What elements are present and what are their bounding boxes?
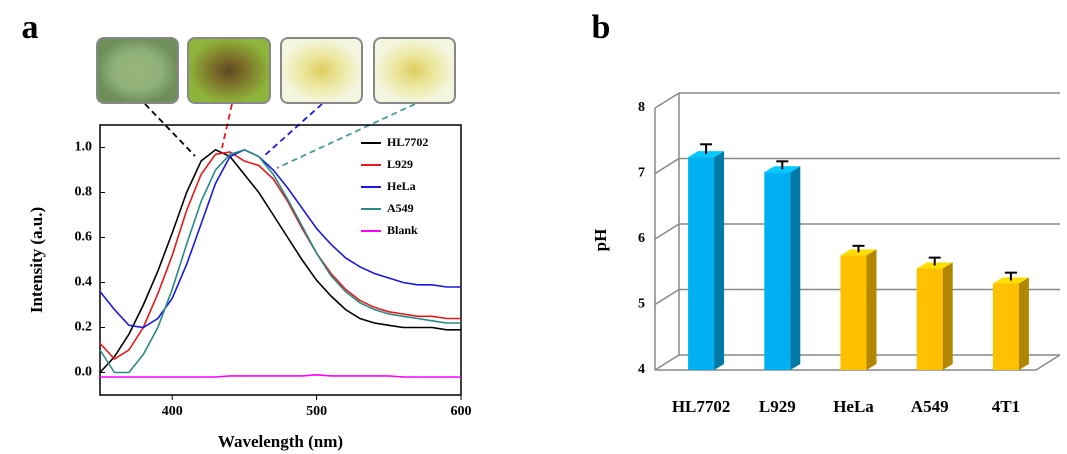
series-line: [100, 373, 461, 378]
y-tick-label: 0.0: [75, 365, 93, 380]
y-tick-label: 6: [638, 231, 645, 246]
series-line: [99, 148, 461, 374]
legend-label: HeLa: [387, 179, 416, 193]
bar-side: [1018, 277, 1029, 370]
y-axis-label: pH: [591, 229, 610, 252]
grid-line: [654, 354, 680, 371]
legend-label: Blank: [387, 223, 418, 237]
arrows: [144, 103, 416, 169]
legend-label: HL7702: [387, 135, 428, 149]
cell-image: [280, 37, 363, 104]
y-tick-label: 4: [638, 362, 645, 377]
cell-image: [373, 37, 456, 104]
legend-label: A549: [387, 201, 414, 215]
series-line: [99, 148, 461, 374]
grid-line: [654, 223, 680, 240]
x-tick-label: HeLa: [833, 397, 874, 416]
x-axis-label: Wavelength (nm): [218, 432, 343, 451]
x-tick-label: A549: [911, 397, 949, 416]
bar-front: [916, 268, 943, 370]
bar-front: [840, 255, 867, 370]
arrow: [221, 103, 233, 149]
cell-image: [187, 37, 271, 104]
x-tick-label: L929: [759, 397, 796, 416]
arrow: [263, 103, 323, 157]
bar-side: [790, 166, 801, 370]
grid-line: [654, 92, 680, 109]
bar-front: [688, 157, 715, 370]
y-tick-label: 0.8: [75, 185, 93, 200]
cell-image: [96, 37, 179, 104]
y-tick-label: 7: [638, 166, 645, 181]
grid-line: [654, 288, 680, 306]
legend-label: L929: [387, 157, 413, 171]
y-axis-label: Intensity (a.u.): [27, 207, 46, 313]
bar-front: [992, 283, 1019, 370]
bar-side: [866, 249, 877, 370]
panel-label: a: [22, 9, 39, 46]
arrow: [276, 103, 416, 169]
series-line: [99, 151, 461, 361]
plot-frame: [99, 124, 462, 396]
bar-front: [764, 172, 791, 370]
panel-label: b: [592, 9, 611, 46]
cell-images: [96, 37, 456, 104]
y-tick-label: 5: [638, 297, 645, 312]
x-tick-label: 400: [162, 404, 183, 419]
series-line: [99, 148, 461, 329]
bar-side: [714, 151, 725, 370]
x-tick-label: 500: [306, 404, 327, 419]
y-tick-label: 1.0: [75, 140, 93, 155]
y-tick-label: 8: [638, 100, 645, 115]
y-tick-label: 0.6: [75, 230, 93, 245]
arrow: [144, 103, 196, 157]
y-tick-label: 0.4: [75, 275, 93, 290]
y-tick-label: 0.2: [75, 320, 93, 335]
x-tick-label: 600: [451, 404, 472, 419]
bar-side: [942, 262, 953, 370]
grid-line: [654, 157, 680, 175]
x-tick-label: HL7702: [672, 397, 731, 416]
x-tick-label: 4T1: [992, 397, 1020, 416]
